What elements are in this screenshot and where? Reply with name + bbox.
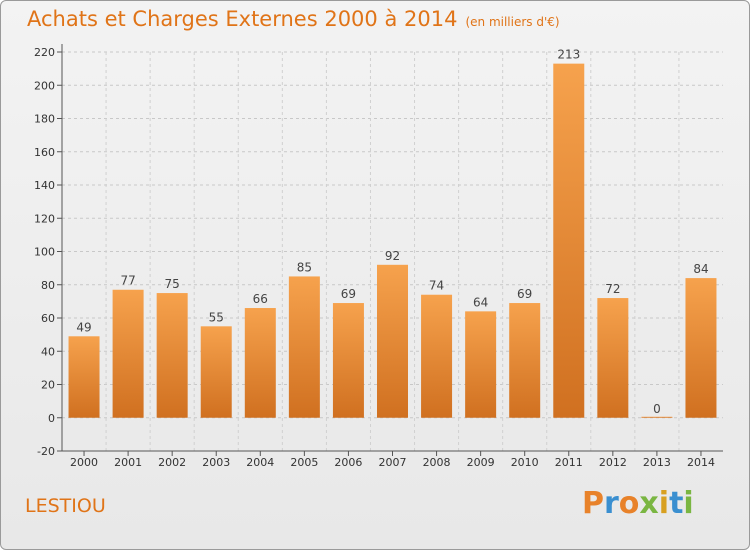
y-tick-label: 220	[34, 46, 55, 59]
data-label: 77	[120, 274, 135, 288]
place-name: LESTIOU	[25, 495, 106, 517]
bar	[332, 303, 364, 418]
x-tick-label: 2009	[467, 456, 495, 469]
y-tick-label: 160	[34, 146, 55, 159]
data-label: 75	[165, 277, 180, 291]
bar	[288, 276, 320, 418]
logo-letter: t	[669, 486, 684, 521]
bars	[68, 63, 717, 418]
y-tick-label: 20	[41, 379, 55, 392]
y-tick-label: -20	[37, 445, 55, 458]
bar	[112, 289, 144, 418]
x-tick-label: 2004	[246, 456, 274, 469]
data-label: 84	[693, 262, 708, 276]
x-tick-label: 2000	[70, 456, 98, 469]
bar	[641, 416, 673, 418]
data-label: 64	[473, 295, 488, 309]
data-label: 92	[385, 249, 400, 263]
logo-letter: P	[582, 486, 604, 521]
x-tick-label: 2007	[379, 456, 407, 469]
y-tick-label: 120	[34, 212, 55, 225]
bar	[597, 298, 629, 418]
y-tick-label: 0	[48, 412, 55, 425]
chart-title: Achats et Charges Externes 2000 à 2014	[27, 7, 458, 31]
data-label: 69	[341, 287, 356, 301]
axes: -20 0 20 40 60 80 100 120 140 160 180 200 220 2000 200…	[34, 44, 723, 469]
y-tick-label: 180	[34, 113, 55, 126]
x-tick-label: 2010	[511, 456, 539, 469]
x-tick-label: 2011	[555, 456, 583, 469]
y-tick-label: 140	[34, 179, 55, 192]
data-label: 85	[297, 260, 312, 274]
data-label: 66	[253, 292, 268, 306]
logo-letter: i	[658, 486, 670, 521]
proxiti-logo: Proxiti	[582, 486, 694, 521]
bar	[685, 278, 717, 418]
y-tick-label: 80	[41, 279, 55, 292]
y-tick-label: 60	[41, 312, 55, 325]
data-label: 69	[517, 287, 532, 301]
y-tick-label: 40	[41, 345, 55, 358]
bar	[465, 311, 497, 418]
x-tick-label: 2012	[599, 456, 627, 469]
bar	[509, 303, 541, 418]
logo-letter: r	[604, 486, 619, 521]
data-label: 72	[605, 282, 620, 296]
data-labels: 49 77 75 55 66 85 69 92 74 64 69 213 72 0 84	[76, 48, 708, 416]
bar	[200, 326, 232, 418]
bar	[244, 308, 276, 418]
logo-letter: i	[683, 486, 694, 521]
data-label: 213	[557, 48, 580, 62]
x-tick-label: 2002	[158, 456, 186, 469]
x-tick-label: 2001	[114, 456, 142, 469]
x-tick-label: 2003	[202, 456, 230, 469]
bar	[421, 294, 453, 418]
data-label: 74	[429, 279, 444, 293]
x-tick-label: 2006	[334, 456, 362, 469]
data-label: 55	[209, 310, 224, 324]
data-label: 49	[76, 320, 91, 334]
logo-letter: o	[618, 486, 640, 521]
bar	[68, 336, 100, 418]
bar	[156, 293, 188, 418]
bar	[553, 63, 585, 418]
chart-title-block: Achats et Charges Externes 2000 à 2014 (e…	[27, 7, 560, 31]
y-tick-label: 200	[34, 79, 55, 92]
x-tick-label: 2008	[423, 456, 451, 469]
logo-letter: x	[639, 486, 659, 521]
chart-subtitle: (en milliers d'€)	[465, 15, 560, 29]
x-tick-label: 2014	[687, 456, 715, 469]
data-label: 0	[653, 402, 661, 416]
x-tick-label: 2005	[290, 456, 318, 469]
y-tick-label: 100	[34, 246, 55, 259]
bar	[377, 264, 408, 418]
x-tick-label: 2013	[643, 456, 671, 469]
